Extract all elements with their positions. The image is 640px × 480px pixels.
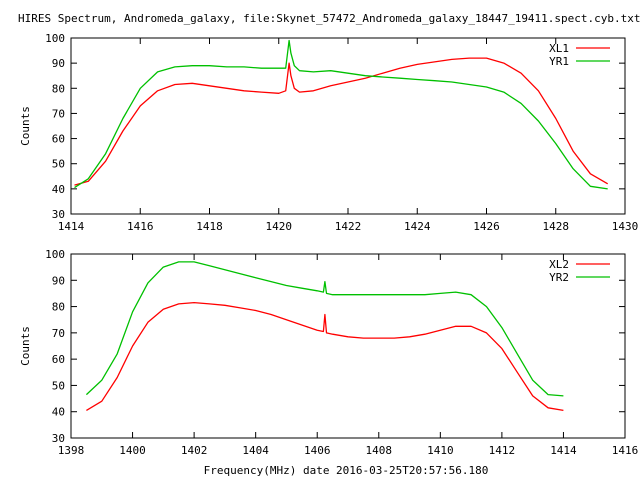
series-line-xl2 <box>86 301 564 412</box>
series-line-yr2 <box>85 261 564 397</box>
y-tick-label: 60 <box>52 133 65 146</box>
y-tick-label: 100 <box>45 32 65 45</box>
x-tick-label: 1426 <box>473 220 500 233</box>
legend-label-yr2: YR2 <box>549 271 569 284</box>
y-axis-label: Counts <box>19 106 32 146</box>
x-tick-label: 1414 <box>58 220 85 233</box>
y-tick-label: 40 <box>52 183 65 196</box>
y-tick-label: 90 <box>52 274 65 287</box>
x-tick-label: 1402 <box>181 444 208 457</box>
x-tick-label: 1410 <box>427 444 454 457</box>
y-tick-label: 50 <box>52 158 65 171</box>
legend-label-xl1: XL1 <box>549 42 569 55</box>
legend-label-yr1: YR1 <box>549 55 569 68</box>
x-axis-label: Frequency(MHz) date 2016-03-25T20:57:56.… <box>204 464 489 477</box>
x-tick-label: 1420 <box>266 220 293 233</box>
y-tick-label: 100 <box>45 248 65 261</box>
y-axis-label: Counts <box>19 326 32 366</box>
x-tick-label: 1418 <box>196 220 223 233</box>
y-tick-label: 70 <box>52 327 65 340</box>
series-line-yr1 <box>74 39 608 190</box>
x-tick-label: 1416 <box>612 444 639 457</box>
x-tick-label: 1400 <box>119 444 146 457</box>
x-tick-label: 1404 <box>242 444 269 457</box>
x-tick-label: 1428 <box>543 220 570 233</box>
plot-frame <box>70 253 626 439</box>
y-tick-label: 30 <box>52 208 65 221</box>
x-tick-label: 1416 <box>127 220 154 233</box>
y-tick-label: 80 <box>52 82 65 95</box>
y-tick-label: 90 <box>52 57 65 70</box>
x-tick-label: 1412 <box>489 444 516 457</box>
x-tick-label: 1424 <box>404 220 431 233</box>
x-tick-label: 1422 <box>335 220 362 233</box>
x-tick-label: 1406 <box>304 444 331 457</box>
x-tick-label: 1414 <box>550 444 577 457</box>
y-tick-label: 40 <box>52 406 65 419</box>
panel-bottom: 30 40 50 60 70 80 90 100 1398 1400 1402 1404 1406 140… <box>19 248 638 457</box>
y-tick-label: 70 <box>52 107 65 120</box>
series-line-xl1 <box>74 57 609 186</box>
panel-top: 30 40 50 60 70 80 90 100 1414 1416 1418 1420 1422 142… <box>19 32 638 233</box>
chart-title: HIRES Spectrum, Andromeda_galaxy, file:S… <box>18 12 640 25</box>
y-tick-label: 50 <box>52 379 65 392</box>
legend-label-xl2: XL2 <box>549 258 569 271</box>
x-tick-label: 1398 <box>58 444 85 457</box>
y-tick-label: 80 <box>52 301 65 314</box>
x-tick-label: 1430 <box>612 220 639 233</box>
y-tick-label: 30 <box>52 432 65 445</box>
x-tick-label: 1408 <box>366 444 393 457</box>
y-tick-label: 60 <box>52 353 65 366</box>
